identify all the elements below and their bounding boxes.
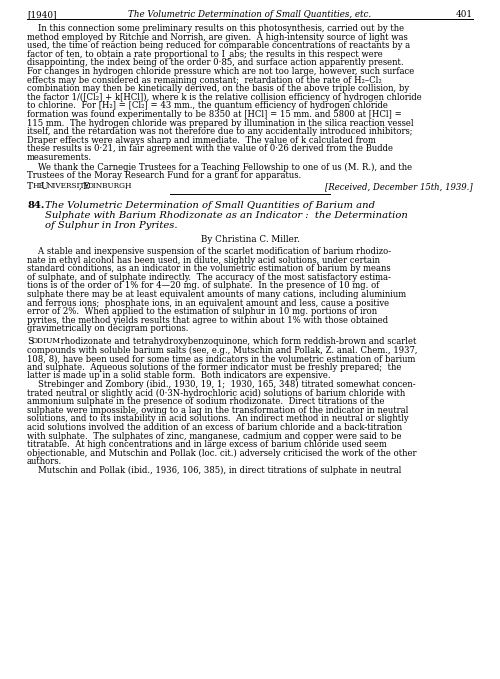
- Text: of Sulphur in Iron Pyrites.: of Sulphur in Iron Pyrites.: [45, 221, 178, 230]
- Text: [1940]: [1940]: [27, 10, 56, 19]
- Text: with sulphate.  The sulphates of zinc, manganese, cadmium and copper were said t: with sulphate. The sulphates of zinc, ma…: [27, 432, 402, 441]
- Text: DINBURGH: DINBURGH: [88, 182, 132, 190]
- Text: and ferrous ions;  phosphate ions, in an equivalent amount and less, cause a pos: and ferrous ions; phosphate ions, in an …: [27, 299, 389, 308]
- Text: trated neutral or slightly acid (0·3N-hydrochloric acid) solutions of barium chl: trated neutral or slightly acid (0·3N-hy…: [27, 388, 405, 398]
- Text: The Volumetric Determination of Small Quantities of Barium and: The Volumetric Determination of Small Qu…: [45, 202, 375, 210]
- Text: objectionable, and Mutschin and Pollak (loc. cit.) adversely criticised the work: objectionable, and Mutschin and Pollak (…: [27, 449, 416, 458]
- Text: A stable and inexpensive suspension of the scarlet modification of barium rhodiz: A stable and inexpensive suspension of t…: [27, 247, 391, 256]
- Text: Strebinger and Zombory (ibid., 1930, 19, 1;  1930, 165, 348) titrated somewhat c: Strebinger and Zombory (ibid., 1930, 19,…: [27, 380, 415, 389]
- Text: In this connection some preliminary results on this photosynthesis, carried out : In this connection some preliminary resu…: [27, 24, 404, 33]
- Text: acid solutions involved the addition of an excess of barium chloride and a back-: acid solutions involved the addition of …: [27, 423, 402, 432]
- Text: method employed by Ritchie and Norrish, are given.  A high-intensity source of l: method employed by Ritchie and Norrish, …: [27, 33, 408, 41]
- Text: S: S: [27, 337, 34, 346]
- Text: 84.: 84.: [27, 202, 44, 210]
- Text: tions is of the order of 1% for 4—20 mg. of sulphate.  In the presence of 10 mg.: tions is of the order of 1% for 4—20 mg.…: [27, 281, 380, 291]
- Text: combination may then be kinetically derived, on the basis of the above triple co: combination may then be kinetically deri…: [27, 84, 409, 93]
- Text: disappointing, the index being of the order 0·85, and surface action apparently : disappointing, the index being of the or…: [27, 58, 404, 67]
- Text: itself, and the retardation was not therefore due to any accidentally introduced: itself, and the retardation was not ther…: [27, 127, 412, 136]
- Text: 115 mm.  The hydrogen chloride was prepared by illumination in the silica reacti: 115 mm. The hydrogen chloride was prepar…: [27, 119, 413, 128]
- Text: measurements.: measurements.: [27, 153, 92, 162]
- Text: We thank the Carnegie Trustees for a Teaching Fellowship to one of us (M. R.), a: We thank the Carnegie Trustees for a Tea…: [27, 162, 412, 172]
- Text: and sulphate.  Aqueous solutions of the former indicator must be freshly prepare: and sulphate. Aqueous solutions of the f…: [27, 363, 402, 372]
- Text: titratable.  At high concentrations and in large excess of barium chloride used : titratable. At high concentrations and i…: [27, 440, 387, 449]
- Text: these results is 0·21, in fair agreement with the value of 0·26 derived from the: these results is 0·21, in fair agreement…: [27, 145, 393, 153]
- Text: compounds with soluble barium salts (see, e.g., Mutschin and Pollak, Z. anal. Ch: compounds with soluble barium salts (see…: [27, 346, 417, 354]
- Text: effects may be considered as remaining constant;  retardation of the rate of H₂–: effects may be considered as remaining c…: [27, 75, 382, 85]
- Text: 108, 8), have been used for some time as indicators in the volumetric estimation: 108, 8), have been used for some time as…: [27, 354, 415, 363]
- Text: NIVERSITY: NIVERSITY: [47, 182, 90, 190]
- Text: standard conditions, as an indicator in the volumetric estimation of barium by m: standard conditions, as an indicator in …: [27, 264, 390, 273]
- Text: Trustees of the Moray Research Fund for a grant for apparatus.: Trustees of the Moray Research Fund for …: [27, 171, 301, 180]
- Text: The Volumetric Determination of Small Quantities, etc.: The Volumetric Determination of Small Qu…: [128, 10, 372, 19]
- Text: used, the time of reaction being reduced for comparable concentrations of reacta: used, the time of reaction being reduced…: [27, 41, 410, 50]
- Text: authors.: authors.: [27, 458, 62, 466]
- Text: [Received, December 15th, 1939.]: [Received, December 15th, 1939.]: [325, 182, 473, 191]
- Text: sulphate were impossible, owing to a lag in the transformation of the indicator : sulphate were impossible, owing to a lag…: [27, 406, 408, 415]
- Text: to chlorine.  For [H₂] = [Cl₂] = 43 mm., the quantum efficiency of hydrogen chlo: to chlorine. For [H₂] = [Cl₂] = 43 mm., …: [27, 101, 388, 111]
- Text: latter is made up in a solid stable form.  Both indicators are expensive.: latter is made up in a solid stable form…: [27, 371, 330, 380]
- Text: of sulphate, and of sulphate indirectly.  The accuracy of the most satisfactory : of sulphate, and of sulphate indirectly.…: [27, 273, 391, 282]
- Text: 401: 401: [456, 10, 473, 19]
- Text: By Christina C. Miller.: By Christina C. Miller.: [200, 236, 300, 244]
- Text: factor of ten, to obtain a rate proportional to I_abs; the results in this respe: factor of ten, to obtain a rate proporti…: [27, 50, 383, 60]
- Text: sulphate there may be at least equivalent amounts of many cations, including alu: sulphate there may be at least equivalen…: [27, 290, 406, 299]
- Text: pyrites, the method yields results that agree to within about 1% with those obta: pyrites, the method yields results that …: [27, 316, 388, 325]
- Text: error of 2%.  When applied to the estimation of sulphur in 10 mg. portions of ir: error of 2%. When applied to the estimat…: [27, 307, 377, 316]
- Text: ,: ,: [79, 182, 82, 191]
- Text: Draper effects were always sharp and immediate.  The value of k calculated from: Draper effects were always sharp and imm…: [27, 136, 376, 145]
- Text: HE: HE: [32, 182, 44, 190]
- Text: Mutschin and Pollak (ibid., 1936, 106, 385), in direct titrations of sulphate in: Mutschin and Pollak (ibid., 1936, 106, 3…: [27, 466, 402, 475]
- Text: rhodizonate and tetrahydroxybenzoquinone, which form reddish-brown and scarlet: rhodizonate and tetrahydroxybenzoquinone…: [58, 337, 417, 346]
- Text: the factor 1/([Cl₂] + k[HCl]), where k is the relative collision efficiency of h: the factor 1/([Cl₂] + k[HCl]), where k i…: [27, 93, 422, 102]
- Text: ODIUM: ODIUM: [32, 337, 61, 345]
- Text: gravimetrically on decigram portions.: gravimetrically on decigram portions.: [27, 325, 188, 333]
- Text: Sulphate with Barium Rhodizonate as an Indicator :  the Determination: Sulphate with Barium Rhodizonate as an I…: [45, 211, 408, 221]
- Text: formation was found experimentally to be 8350 at [HCl] = 15 mm. and 5800 at [HCl: formation was found experimentally to be…: [27, 110, 402, 119]
- Text: solutions, and to its instability in acid solutions.  An indirect method in neut: solutions, and to its instability in aci…: [27, 414, 408, 424]
- Text: U: U: [41, 182, 48, 191]
- Text: E: E: [82, 182, 88, 191]
- Text: ammonium sulphate in the presence of sodium rhodizonate.  Direct titrations of t: ammonium sulphate in the presence of sod…: [27, 397, 384, 406]
- Text: For changes in hydrogen chloride pressure which are not too large, however, such: For changes in hydrogen chloride pressur…: [27, 67, 414, 76]
- Text: .: .: [124, 182, 127, 191]
- Text: nate in ethyl alcohol has been used, in dilute, slightly acid solutions, under c: nate in ethyl alcohol has been used, in …: [27, 255, 380, 265]
- Text: T: T: [27, 182, 33, 191]
